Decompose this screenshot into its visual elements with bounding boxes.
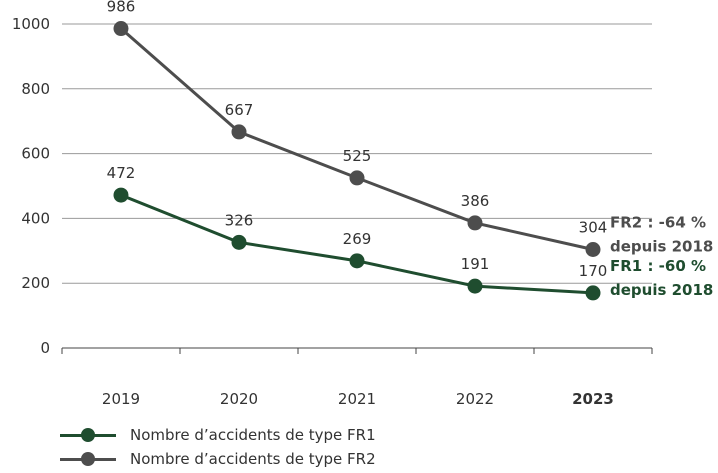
legend: Nombre d’accidents de type FR1 Nombre d’… <box>60 423 376 471</box>
data-point <box>467 278 483 294</box>
data-label: 386 <box>461 192 490 210</box>
legend-swatch-fr1 <box>60 428 116 442</box>
data-label: 986 <box>107 0 136 16</box>
data-label: 170 <box>579 262 608 280</box>
data-label: 269 <box>343 230 372 248</box>
y-tick-label: 800 <box>21 80 50 98</box>
x-axis <box>61 347 653 354</box>
x-tick-label: 2022 <box>456 390 494 408</box>
data-label: 667 <box>225 101 254 119</box>
x-tick-label: 2023 <box>572 390 614 408</box>
data-point <box>349 253 365 269</box>
legend-label-fr2: Nombre d’accidents de type FR2 <box>130 450 376 468</box>
legend-swatch-fr2 <box>60 452 116 466</box>
legend-item-fr2: Nombre d’accidents de type FR2 <box>60 447 376 471</box>
legend-item-fr1: Nombre d’accidents de type FR1 <box>60 423 376 447</box>
series-group: 472 326 269 191 170 986 667 525 386 304 <box>107 0 608 301</box>
y-tick-label: 200 <box>21 274 50 292</box>
data-point <box>113 187 129 203</box>
annotation-line: depuis 2018 <box>610 238 713 256</box>
series-line-fr2 <box>120 27 594 251</box>
y-tick-label: 1000 <box>12 15 50 33</box>
annotation-line: FR1 : -60 % <box>610 257 706 275</box>
data-point <box>231 234 247 250</box>
data-point <box>467 215 483 231</box>
data-point <box>585 242 601 258</box>
data-point <box>231 124 247 140</box>
data-label: 525 <box>343 147 372 165</box>
annotation-line: FR2 : -64 % <box>610 214 706 232</box>
data-point <box>585 285 601 301</box>
x-tick-labels: 2019 2020 2021 2022 2023 <box>102 390 614 408</box>
data-point <box>349 170 365 186</box>
x-tick-label: 2021 <box>338 390 376 408</box>
annotation-line: depuis 2018 <box>610 281 713 299</box>
annotation-text: FR1 : -60 % depuis 2018 <box>610 257 713 299</box>
y-tick-labels: 0 200 400 600 800 1000 <box>12 15 50 357</box>
y-tick-label: 600 <box>21 145 50 163</box>
x-tick-label: 2019 <box>102 390 140 408</box>
gridlines <box>62 23 652 284</box>
data-label: 191 <box>461 255 490 273</box>
annotation-text: FR2 : -64 % depuis 2018 <box>610 214 713 256</box>
data-label: 472 <box>107 164 136 182</box>
line-chart: 0 200 400 600 800 1000 2019 2020 2021 2022 2023 4… <box>12 0 714 408</box>
y-tick-label: 0 <box>40 339 50 357</box>
legend-label-fr1: Nombre d’accidents de type FR1 <box>130 426 376 444</box>
data-point <box>113 21 129 37</box>
y-tick-label: 400 <box>21 209 50 227</box>
x-tick-label: 2020 <box>220 390 258 408</box>
data-label: 304 <box>579 219 608 237</box>
data-label: 326 <box>225 211 254 229</box>
